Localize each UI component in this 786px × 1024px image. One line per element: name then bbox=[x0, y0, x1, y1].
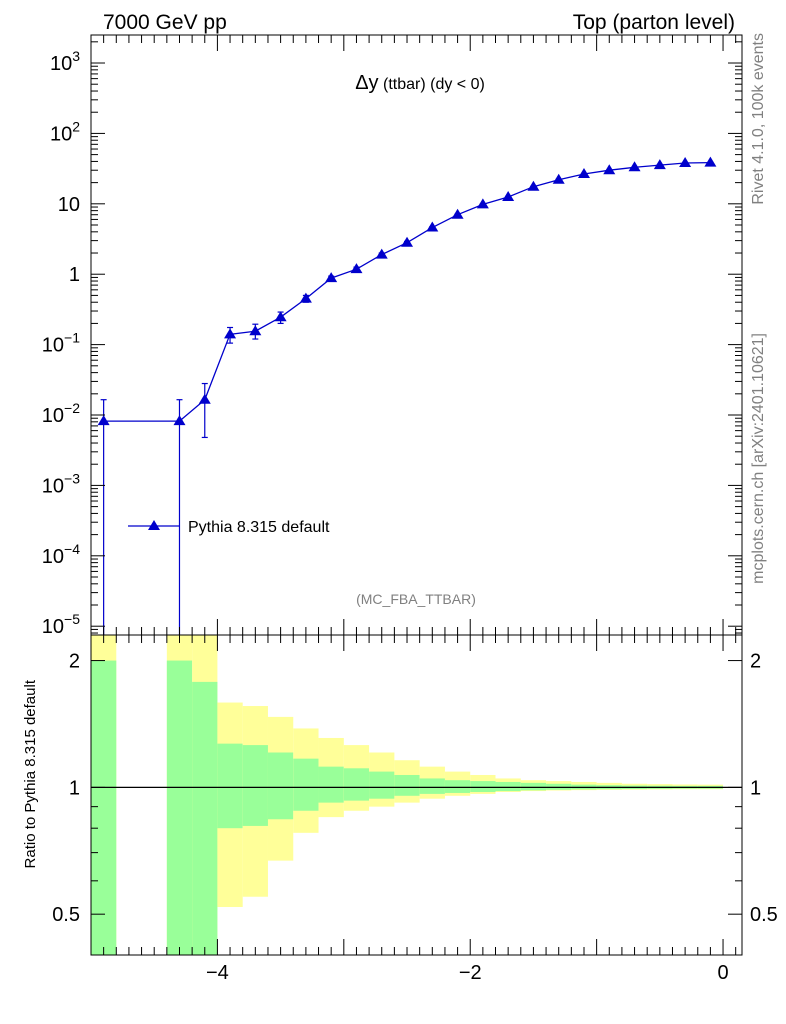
data-point bbox=[224, 328, 237, 339]
axes-frames bbox=[90, 34, 743, 956]
rivet-label: Rivet 4.1.0, 100k events bbox=[750, 33, 767, 205]
y-tick-label: 10−2 bbox=[42, 400, 80, 427]
ratio-y-tick-label-right: 0.5 bbox=[750, 904, 778, 926]
data-point bbox=[97, 415, 110, 426]
ratio-ylabel: Ratio to Pythia 8.315 default bbox=[22, 679, 39, 868]
y-tick-label: 10 bbox=[58, 194, 80, 216]
data-point bbox=[274, 311, 287, 322]
ratio-band-inner bbox=[267, 752, 294, 820]
analysis-tag: (MC_FBA_TTBAR) bbox=[356, 591, 476, 607]
data-point bbox=[325, 272, 338, 283]
ratio-y-tick-label-left: 2 bbox=[69, 651, 80, 673]
legend-marker bbox=[148, 520, 160, 530]
data-point bbox=[502, 190, 515, 201]
data-point bbox=[628, 161, 641, 172]
main-series bbox=[97, 156, 717, 635]
y-tick-label: 10−5 bbox=[42, 611, 80, 638]
ratio-band-inner bbox=[520, 782, 547, 791]
ratio-y-tick-label-left: 0.5 bbox=[52, 904, 80, 926]
data-point bbox=[426, 221, 439, 232]
data-point bbox=[603, 164, 616, 175]
ratio-band-inner bbox=[470, 781, 496, 793]
ratio-band-inner bbox=[318, 766, 344, 803]
ratio-band-inner bbox=[293, 758, 319, 811]
data-point bbox=[401, 236, 414, 247]
data-point bbox=[198, 393, 211, 404]
y-tick-label: 1 bbox=[69, 264, 80, 286]
data-point bbox=[527, 180, 540, 191]
ratio-band-inner bbox=[369, 771, 395, 799]
data-point bbox=[375, 248, 388, 259]
y-tick-label: 10−1 bbox=[42, 330, 80, 357]
legend: Pythia 8.315 default bbox=[128, 519, 330, 536]
header-left: 7000 GeV pp bbox=[103, 11, 227, 34]
data-point bbox=[299, 292, 312, 303]
ratio-band-inner bbox=[217, 743, 243, 829]
title-detail: (ttbar) (dy < 0) bbox=[379, 76, 485, 93]
ratio-band-inner bbox=[343, 768, 370, 801]
y-tick-label: 10−4 bbox=[42, 541, 80, 568]
ratio-band-inner bbox=[166, 660, 193, 955]
x-tick-label: 0 bbox=[717, 962, 728, 984]
data-point bbox=[451, 208, 464, 219]
data-point bbox=[173, 415, 186, 426]
title-symbol: Δy bbox=[355, 72, 378, 94]
plot-title: Δy (ttbar) (dy < 0) bbox=[355, 72, 485, 94]
ratio-bands bbox=[91, 635, 742, 955]
data-point bbox=[249, 325, 262, 336]
ratio-band-inner bbox=[394, 774, 420, 796]
data-point bbox=[552, 173, 565, 184]
data-point bbox=[476, 198, 489, 209]
mcplots-label: mcplots.cern.ch [arXiv:2401.10621] bbox=[750, 333, 767, 584]
ratio-band-inner bbox=[546, 783, 572, 790]
ratio-band-inner bbox=[91, 660, 117, 955]
ratio-y-tick-label-left: 1 bbox=[69, 777, 80, 799]
data-point bbox=[577, 168, 590, 179]
ratio-band-inner bbox=[419, 778, 445, 794]
data-point bbox=[704, 156, 717, 167]
main-plot-frame bbox=[90, 34, 743, 636]
y-tick-label: 102 bbox=[50, 118, 80, 145]
ratio-ticks: 0.5 0.5 1 1 2 2 bbox=[52, 651, 778, 956]
ratio-y-tick-label-right: 1 bbox=[750, 777, 761, 799]
data-point bbox=[653, 159, 666, 170]
ratio-band-inner bbox=[192, 681, 218, 955]
ratio-band-inner bbox=[242, 745, 268, 826]
x-tick-label: −4 bbox=[206, 962, 229, 984]
ratio-band-inner bbox=[495, 781, 521, 792]
header-right: Top (parton level) bbox=[573, 11, 735, 34]
x-tick-label: −2 bbox=[459, 962, 482, 984]
ratio-y-tick-label-right: 2 bbox=[750, 651, 761, 673]
y-tick-label: 10−3 bbox=[42, 470, 80, 497]
ratio-plot-frame bbox=[90, 634, 743, 956]
data-point bbox=[350, 263, 363, 274]
data-point bbox=[679, 156, 692, 167]
ratio-band-inner bbox=[444, 780, 471, 793]
legend-label: Pythia 8.315 default bbox=[188, 519, 330, 536]
x-ticks: −4 −2 0 bbox=[90, 35, 737, 984]
y-tick-label: 103 bbox=[50, 48, 80, 75]
series-line bbox=[103, 161, 711, 422]
